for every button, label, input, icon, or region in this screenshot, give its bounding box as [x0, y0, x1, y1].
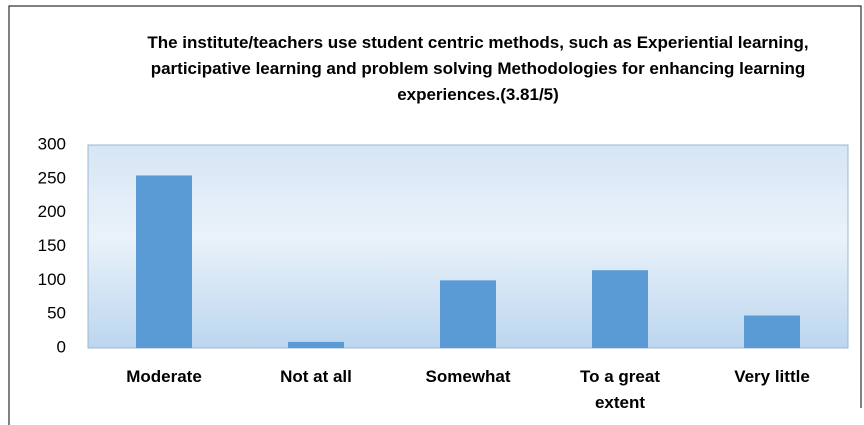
- y-tick-label: 50: [47, 304, 66, 323]
- bar: [288, 341, 344, 348]
- bar: [136, 175, 192, 348]
- x-tick-label: Moderate: [126, 367, 202, 386]
- bar: [744, 315, 800, 348]
- y-tick-label: 0: [57, 337, 66, 356]
- x-tick-label: To a great extent: [580, 367, 660, 412]
- y-tick-label: 150: [38, 236, 66, 255]
- y-tick-label: 250: [38, 168, 66, 187]
- y-tick-label: 300: [38, 134, 66, 153]
- y-tick-label: 100: [38, 270, 66, 289]
- bar: [592, 270, 648, 348]
- y-tick-label: 200: [38, 202, 66, 221]
- x-tick-label: Not at all: [280, 367, 352, 386]
- frame: [8, 5, 862, 425]
- x-tick-label: Very little: [734, 367, 810, 386]
- bar: [440, 280, 496, 348]
- chart-title: The institute/teachers use student centr…: [147, 33, 808, 104]
- x-tick-label: Somewhat: [425, 367, 510, 386]
